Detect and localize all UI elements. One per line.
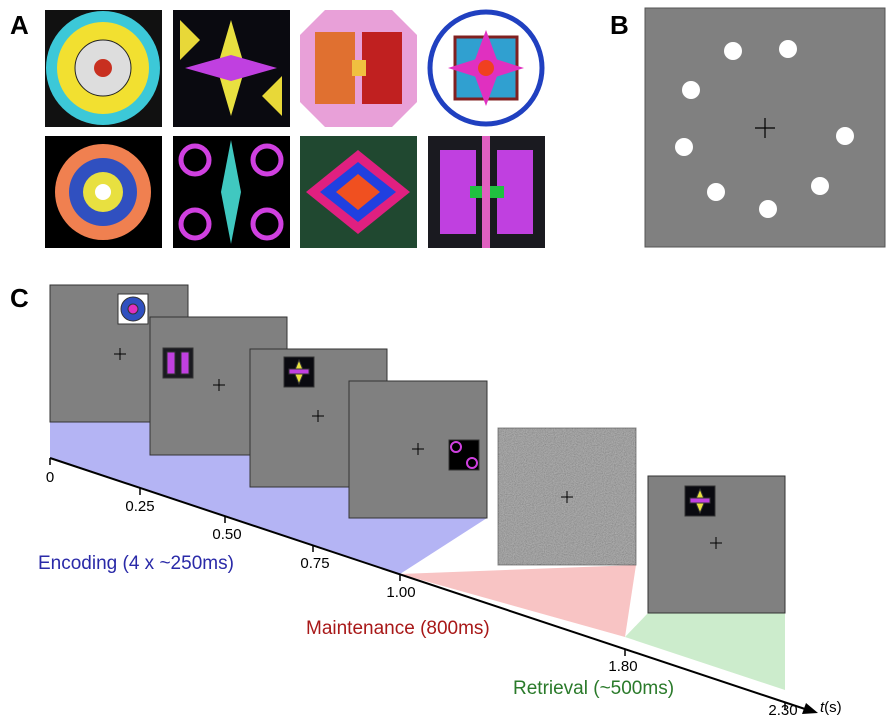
tick-label: 0.50 [212,526,241,543]
tick-label: 0.25 [125,498,154,515]
figure: A [0,0,888,717]
stimulus [45,10,162,127]
stimulus [300,136,417,248]
tick-label: 2.30 [768,702,797,717]
panel-label: A [10,10,29,40]
tick-label: 1.00 [386,584,415,601]
stimulus [428,136,545,248]
panel-label: B [610,10,629,40]
phase-label: Maintenance (800ms) [306,618,490,639]
stimulus [45,136,162,248]
retrieval-screen [648,476,785,613]
axis-arrow [802,703,818,714]
stimulus [428,10,545,127]
stimulus [173,136,290,248]
location-display [645,8,885,247]
tick-label: 1.80 [608,658,637,675]
tick-label: 0 [46,469,54,486]
stimulus [173,10,290,127]
phase-label: Retrieval (~500ms) [513,678,674,699]
axis-unit: (s) [824,699,842,716]
stimulus [300,10,417,127]
axis-label: t(s) [820,699,842,716]
phase-label: Encoding (4 x ~250ms) [38,553,234,574]
noise-mask [498,428,636,565]
encoding-screen [349,381,487,518]
stimulus-grid [45,10,545,248]
panel-label: C [10,283,29,313]
tick-label: 0.75 [300,555,329,572]
